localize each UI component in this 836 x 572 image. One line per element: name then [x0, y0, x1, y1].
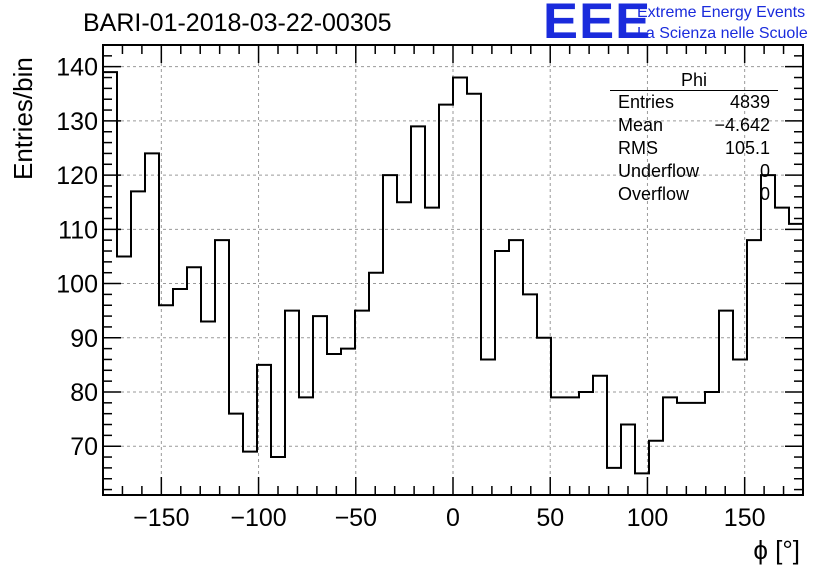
- stats-box: Phi Entries 4839 Mean −4.642 RMS 105.1 Underfl…: [610, 70, 778, 206]
- x-tick-label: −50: [335, 504, 377, 532]
- stats-label: Overflow: [618, 184, 690, 204]
- stats-label: Underflow: [618, 161, 700, 181]
- stats-value: 105.1: [724, 138, 770, 158]
- x-tick-label: 150: [724, 504, 766, 532]
- y-tick-label: 140: [56, 54, 98, 82]
- x-tick-label: −150: [133, 504, 189, 532]
- y-tick-label: 130: [56, 108, 98, 136]
- stats-value: 0: [759, 161, 770, 181]
- y-tick-labels: 70 80 90 100 110 120 130 140: [56, 54, 98, 462]
- y-tick-label: 100: [56, 271, 98, 299]
- y-tick-label: 120: [56, 162, 98, 190]
- stats-row: Overflow 0: [610, 183, 778, 206]
- stats-row: RMS 105.1: [610, 137, 778, 160]
- stats-row: Entries 4839: [610, 91, 778, 114]
- y-axis-label: Entries/bin: [8, 57, 38, 180]
- stats-value: 0: [759, 184, 770, 204]
- stats-label: Entries: [618, 92, 675, 112]
- stats-row: Mean −4.642: [610, 114, 778, 137]
- grid-lines: [103, 45, 803, 495]
- y-tick-label: 90: [70, 325, 98, 353]
- y-tick-label: 110: [58, 216, 98, 244]
- x-tick-labels: −150 −100 −50 0 50 100 150: [133, 504, 765, 532]
- stats-label: Mean: [618, 115, 664, 135]
- stats-label: RMS: [618, 138, 658, 158]
- x-tick-label: 100: [627, 504, 669, 532]
- stats-value: −4.642: [714, 115, 770, 135]
- chart-title: BARI-01-2018-03-22-00305: [83, 9, 392, 37]
- brand-line-2: La Scienza nelle Scuole: [637, 25, 808, 42]
- stats-value: 4839: [729, 92, 770, 112]
- x-axis-label: ϕ [°]: [753, 535, 800, 565]
- y-tick-label: 70: [70, 433, 98, 461]
- stats-title: Phi: [610, 70, 778, 91]
- axis-ticks: [103, 44, 804, 495]
- histogram-series: [103, 71, 803, 475]
- x-tick-label: 0: [446, 504, 460, 532]
- stats-row: Underflow 0: [610, 160, 778, 183]
- eee-logo: EEE: [543, 0, 652, 49]
- x-tick-label: −100: [230, 504, 286, 532]
- y-tick-label: 80: [70, 379, 98, 407]
- x-tick-label: 50: [536, 504, 564, 532]
- brand-line-1: Extreme Energy Events: [637, 4, 806, 21]
